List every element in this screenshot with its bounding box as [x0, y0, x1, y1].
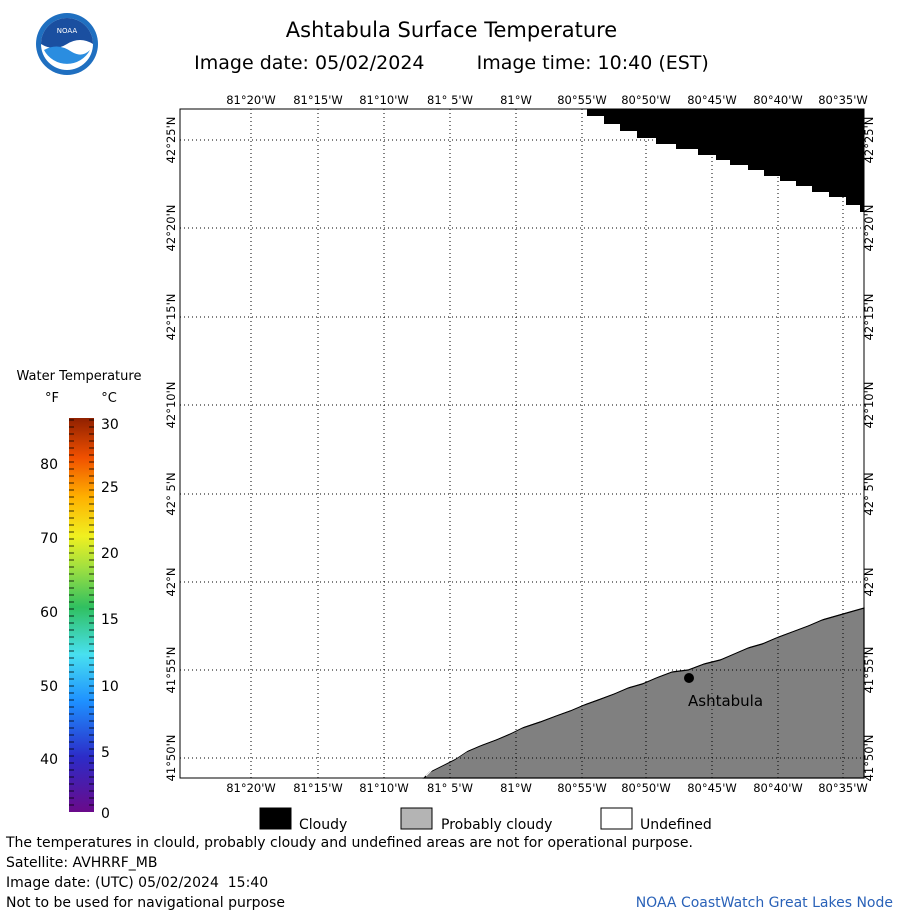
key-label-cloudy: Cloudy [299, 817, 347, 833]
lon-labels-top: 81°20'W 81°15'W 81°10'W 81° 5'W 81°W 80°… [226, 93, 868, 107]
lon-label-top: 81°10'W [359, 93, 409, 107]
noaa-logo-wave [44, 46, 90, 64]
lon-label-bottom: 81°10'W [359, 781, 409, 795]
colorbar-unit-c: °C [101, 391, 117, 406]
colorbar-f-tick: 70 [40, 531, 58, 547]
image-date-label: Image date: 05/02/2024 [194, 52, 425, 74]
noaa-logo-text: NOAA [57, 27, 78, 35]
colorbar-c-tick: 20 [101, 546, 119, 562]
lat-label-left: 41°55'N [164, 647, 178, 694]
lat-label-left: 42°15'N [164, 294, 178, 341]
city-label: Ashtabula [688, 692, 763, 710]
lon-label-top: 80°50'W [621, 93, 671, 107]
key-swatch-cloudy [259, 807, 292, 830]
lat-label-left: 42°10'N [164, 382, 178, 429]
colorbar: Water Temperature °F °C 80 70 60 50 40 3… [17, 369, 142, 822]
coastwatch-node: NOAA CoastWatch Great Lakes Node [635, 895, 893, 911]
lon-label-bottom: 80°40'W [753, 781, 803, 795]
lat-label-right: 42°20'N [862, 205, 876, 252]
lon-label-bottom: 81°20'W [226, 781, 276, 795]
lon-label-bottom: 80°35'W [818, 781, 868, 795]
key-swatch-probably-cloudy [400, 807, 433, 830]
mask-key: Cloudy Probably cloudy Undefined [259, 807, 712, 833]
lon-label-top: 80°45'W [687, 93, 737, 107]
lat-label-left: 42° 5'N [164, 472, 178, 515]
colorbar-unit-f: °F [45, 391, 59, 406]
lat-labels-left: 42°25'N 42°20'N 42°15'N 42°10'N 42° 5'N … [164, 117, 178, 782]
lon-label-bottom: 80°45'W [687, 781, 737, 795]
lon-label-bottom: 81°W [500, 781, 532, 795]
lat-label-left: 41°50'N [164, 735, 178, 782]
colorbar-f-tick: 40 [40, 752, 58, 768]
key-swatch-undefined [600, 807, 633, 830]
colorbar-c-tick: 25 [101, 480, 119, 496]
coastline [425, 605, 865, 777]
lon-label-bottom: 81° 5'W [427, 781, 473, 795]
lat-label-right: 42°10'N [862, 382, 876, 429]
land-area [422, 607, 865, 779]
colorbar-f-tick: 80 [40, 457, 58, 473]
lon-label-top: 80°35'W [818, 93, 868, 107]
navigation-warning: Not to be used for navigational purpose [6, 895, 285, 911]
noaa-logo-sky [41, 18, 93, 48]
noaa-logo: NOAA [36, 13, 98, 75]
lat-label-left: 42°N [164, 568, 178, 597]
disclaimer: The temperatures in clould, probably clo… [6, 835, 693, 851]
lat-label-right: 41°55'N [862, 647, 876, 694]
lat-label-right: 42°15'N [862, 294, 876, 341]
colorbar-title: Water Temperature [17, 369, 142, 384]
colorbar-c-tick: 0 [101, 806, 110, 822]
lon-labels-bottom: 81°20'W 81°15'W 81°10'W 81° 5'W 81°W 80°… [226, 781, 868, 795]
lat-label-right: 41°50'N [862, 735, 876, 782]
utc-date: Image date: (UTC) 05/02/2024 15:40 [6, 875, 269, 891]
lon-label-bottom: 80°50'W [621, 781, 671, 795]
lon-label-top: 80°55'W [557, 93, 607, 107]
lat-label-right: 42°25'N [862, 117, 876, 164]
colorbar-gradient [69, 418, 94, 812]
key-label-undefined: Undefined [640, 817, 712, 833]
colorbar-f-tick: 60 [40, 605, 58, 621]
lon-label-top: 81°20'W [226, 93, 276, 107]
image-datetime: Image date: 05/02/2024 Image time: 10:40… [0, 52, 903, 74]
lon-label-top: 80°40'W [753, 93, 803, 107]
colorbar-ticks [69, 419, 94, 806]
satellite-info: Satellite: AVHRRF_MB [6, 855, 158, 871]
page-title: Ashtabula Surface Temperature [285, 18, 618, 42]
lat-label-left: 42°25'N [164, 117, 178, 164]
lon-label-top: 81°15'W [293, 93, 343, 107]
map-area: Ashtabula [179, 108, 865, 779]
lat-label-right: 42° 5'N [862, 472, 876, 515]
lon-label-top: 81° 5'W [427, 93, 473, 107]
colorbar-c-tick: 5 [101, 745, 110, 761]
lat-labels-right: 42°25'N 42°20'N 42°15'N 42°10'N 42° 5'N … [862, 117, 876, 782]
lon-label-bottom: 80°55'W [557, 781, 607, 795]
colorbar-c-tick: 15 [101, 612, 119, 628]
lon-label-top: 81°W [500, 93, 532, 107]
city-marker [684, 673, 694, 683]
colorbar-f-tick: 50 [40, 679, 58, 695]
colorbar-c-tick: 10 [101, 679, 119, 695]
map-frame [179, 108, 865, 779]
image-time-label: Image time: 10:40 (EST) [476, 52, 709, 74]
key-label-probably-cloudy: Probably cloudy [441, 817, 552, 833]
lat-label-left: 42°20'N [164, 205, 178, 252]
lat-label-right: 42°N [862, 568, 876, 597]
cloud-mask [587, 109, 864, 212]
lon-label-bottom: 81°15'W [293, 781, 343, 795]
colorbar-c-tick: 30 [101, 417, 119, 433]
